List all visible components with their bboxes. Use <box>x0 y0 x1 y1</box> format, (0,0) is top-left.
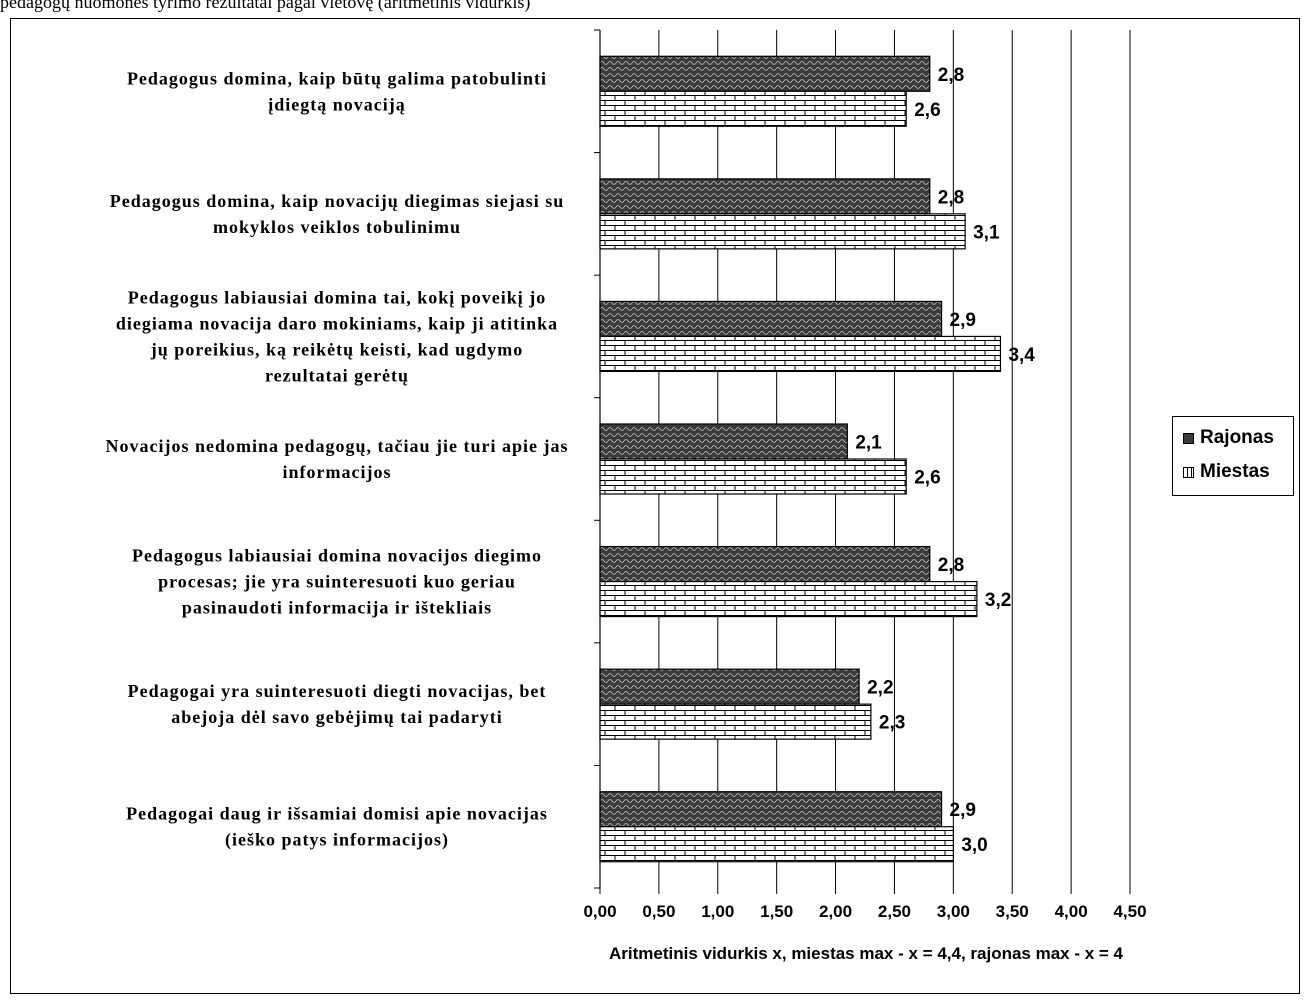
axis-layer: 0,00 0,50 1,00 1,50 2,00 2,50 3,00 3,50 4,00 4,50 <box>583 29 1147 921</box>
category-label: Pedagogai daug ir išsamiai domisi apie n… <box>126 804 548 851</box>
data-label-rajonas: 2,8 <box>938 555 964 576</box>
x-tick-label: 3,50 <box>996 902 1029 921</box>
bar-rajonas <box>599 545 931 583</box>
legend-label-miestas: Miestas <box>1200 461 1270 482</box>
category-label-line: abejoja dėl savo gebėjimų tai padaryti <box>171 707 502 727</box>
category-label-line: informacijos <box>283 462 392 482</box>
category-label-line: Pedagogus labiausiai domina novacijos di… <box>132 546 542 566</box>
x-tick-label: 3,00 <box>937 902 970 921</box>
x-axis-title: Aritmetinis vidurkis x, miestas max - x … <box>609 944 1124 963</box>
top-caption: pedagogų nuomonės tyrimo rezultatai paga… <box>0 0 531 12</box>
bar-miestas <box>599 335 1002 373</box>
bar-rajonas <box>599 300 943 338</box>
category-label: Pedagogus labiausiai domina tai, kokį po… <box>116 287 558 385</box>
data-label-rajonas: 2,1 <box>855 433 882 454</box>
legend: Rajonas Miestas <box>1172 416 1294 496</box>
bars-layer <box>599 55 1002 863</box>
legend-item-rajonas: Rajonas <box>1183 427 1274 449</box>
category-label: Novacijos nedomina pedagogų, tačiau jie … <box>105 436 568 482</box>
data-label-rajonas: 2,2 <box>867 678 893 699</box>
category-label-line: Pedagogus labiausiai domina tai, kokį po… <box>128 287 547 307</box>
data-label-miestas: 3,4 <box>1008 345 1035 366</box>
x-tick-label: 4,50 <box>1113 902 1146 921</box>
x-tick-label: 2,00 <box>819 902 852 921</box>
x-tick-label: 1,50 <box>760 902 793 921</box>
category-label-line: jų poreikius, ką reikėtų keisti, kad ugd… <box>150 339 523 359</box>
category-label-line: Pedagogai daug ir išsamiai domisi apie n… <box>126 804 548 824</box>
category-label-line: Pedagogus domina, kaip būtų galima patob… <box>127 68 547 88</box>
x-tick-label: 0,00 <box>583 902 616 921</box>
bar-rajonas <box>599 423 848 460</box>
category-label-line: Pedagogai yra suinteresuoti diegti novac… <box>128 681 547 701</box>
data-label-rajonas: 2,9 <box>950 800 976 821</box>
legend-swatch-rajonas <box>1183 432 1194 444</box>
category-label-line: Pedagogus domina, kaip novacijų diegimas… <box>110 191 565 211</box>
data-label-rajonas: 2,8 <box>938 65 964 86</box>
category-label-line: įdiegtą novaciją <box>268 94 406 114</box>
x-tick-label: 4,00 <box>1055 902 1088 921</box>
bar-miestas <box>599 90 907 127</box>
x-tick-label: 0,50 <box>642 902 675 921</box>
data-label-miestas: 3,2 <box>985 590 1011 611</box>
category-label-line: mokyklos veiklos tobulinimu <box>213 217 461 237</box>
x-tick-label: 2,50 <box>878 902 911 921</box>
bar-rajonas <box>599 178 931 215</box>
bar-rajonas <box>599 791 943 828</box>
category-label-line: (ieško patys informacijos) <box>225 830 449 851</box>
legend-label-rajonas: Rajonas <box>1200 427 1274 448</box>
category-label: Pedagogai yra suinteresuoti diegti novac… <box>128 681 547 727</box>
category-label: Pedagogus labiausiai domina novacijos di… <box>132 546 542 618</box>
legend-swatch-miestas <box>1183 466 1194 478</box>
bar-miestas <box>599 826 954 863</box>
category-label-line: procesas; jie yra suinteresuoti kuo geri… <box>158 572 516 592</box>
bar-miestas <box>599 703 872 740</box>
chart-frame <box>10 18 1300 994</box>
data-label-miestas: 3,0 <box>961 835 987 856</box>
x-tick-label: 1,00 <box>701 902 734 921</box>
bar-miestas <box>599 458 907 495</box>
data-label-miestas: 2,6 <box>914 100 940 121</box>
category-label-line: rezultatai gerėtų <box>265 365 409 385</box>
legend-item-miestas: Miestas <box>1183 461 1270 483</box>
data-label-rajonas: 2,8 <box>938 187 964 208</box>
category-label-line: diegiama novacija daro mokiniams, kaip j… <box>116 313 558 333</box>
data-label-rajonas: 2,9 <box>950 310 976 331</box>
data-label-miestas: 2,3 <box>879 713 905 734</box>
labels-layer: 2,8 2,6 Pedagogus domina, kaip būtų galima… <box>105 65 1035 856</box>
category-label: Pedagogus domina, kaip novacijų diegimas… <box>110 191 565 237</box>
category-label-line: Novacijos nedomina pedagogų, tačiau jie … <box>105 436 568 456</box>
data-label-miestas: 3,1 <box>973 222 1000 243</box>
category-label-line: pasinaudoti informacija ir ištekliais <box>182 598 492 618</box>
bar-rajonas <box>599 668 860 705</box>
bar-miestas <box>599 213 966 250</box>
bar-rajonas <box>599 55 931 92</box>
category-label: Pedagogus domina, kaip būtų galima patob… <box>127 68 547 114</box>
bar-miestas <box>599 580 978 618</box>
data-label-miestas: 2,6 <box>914 468 940 489</box>
